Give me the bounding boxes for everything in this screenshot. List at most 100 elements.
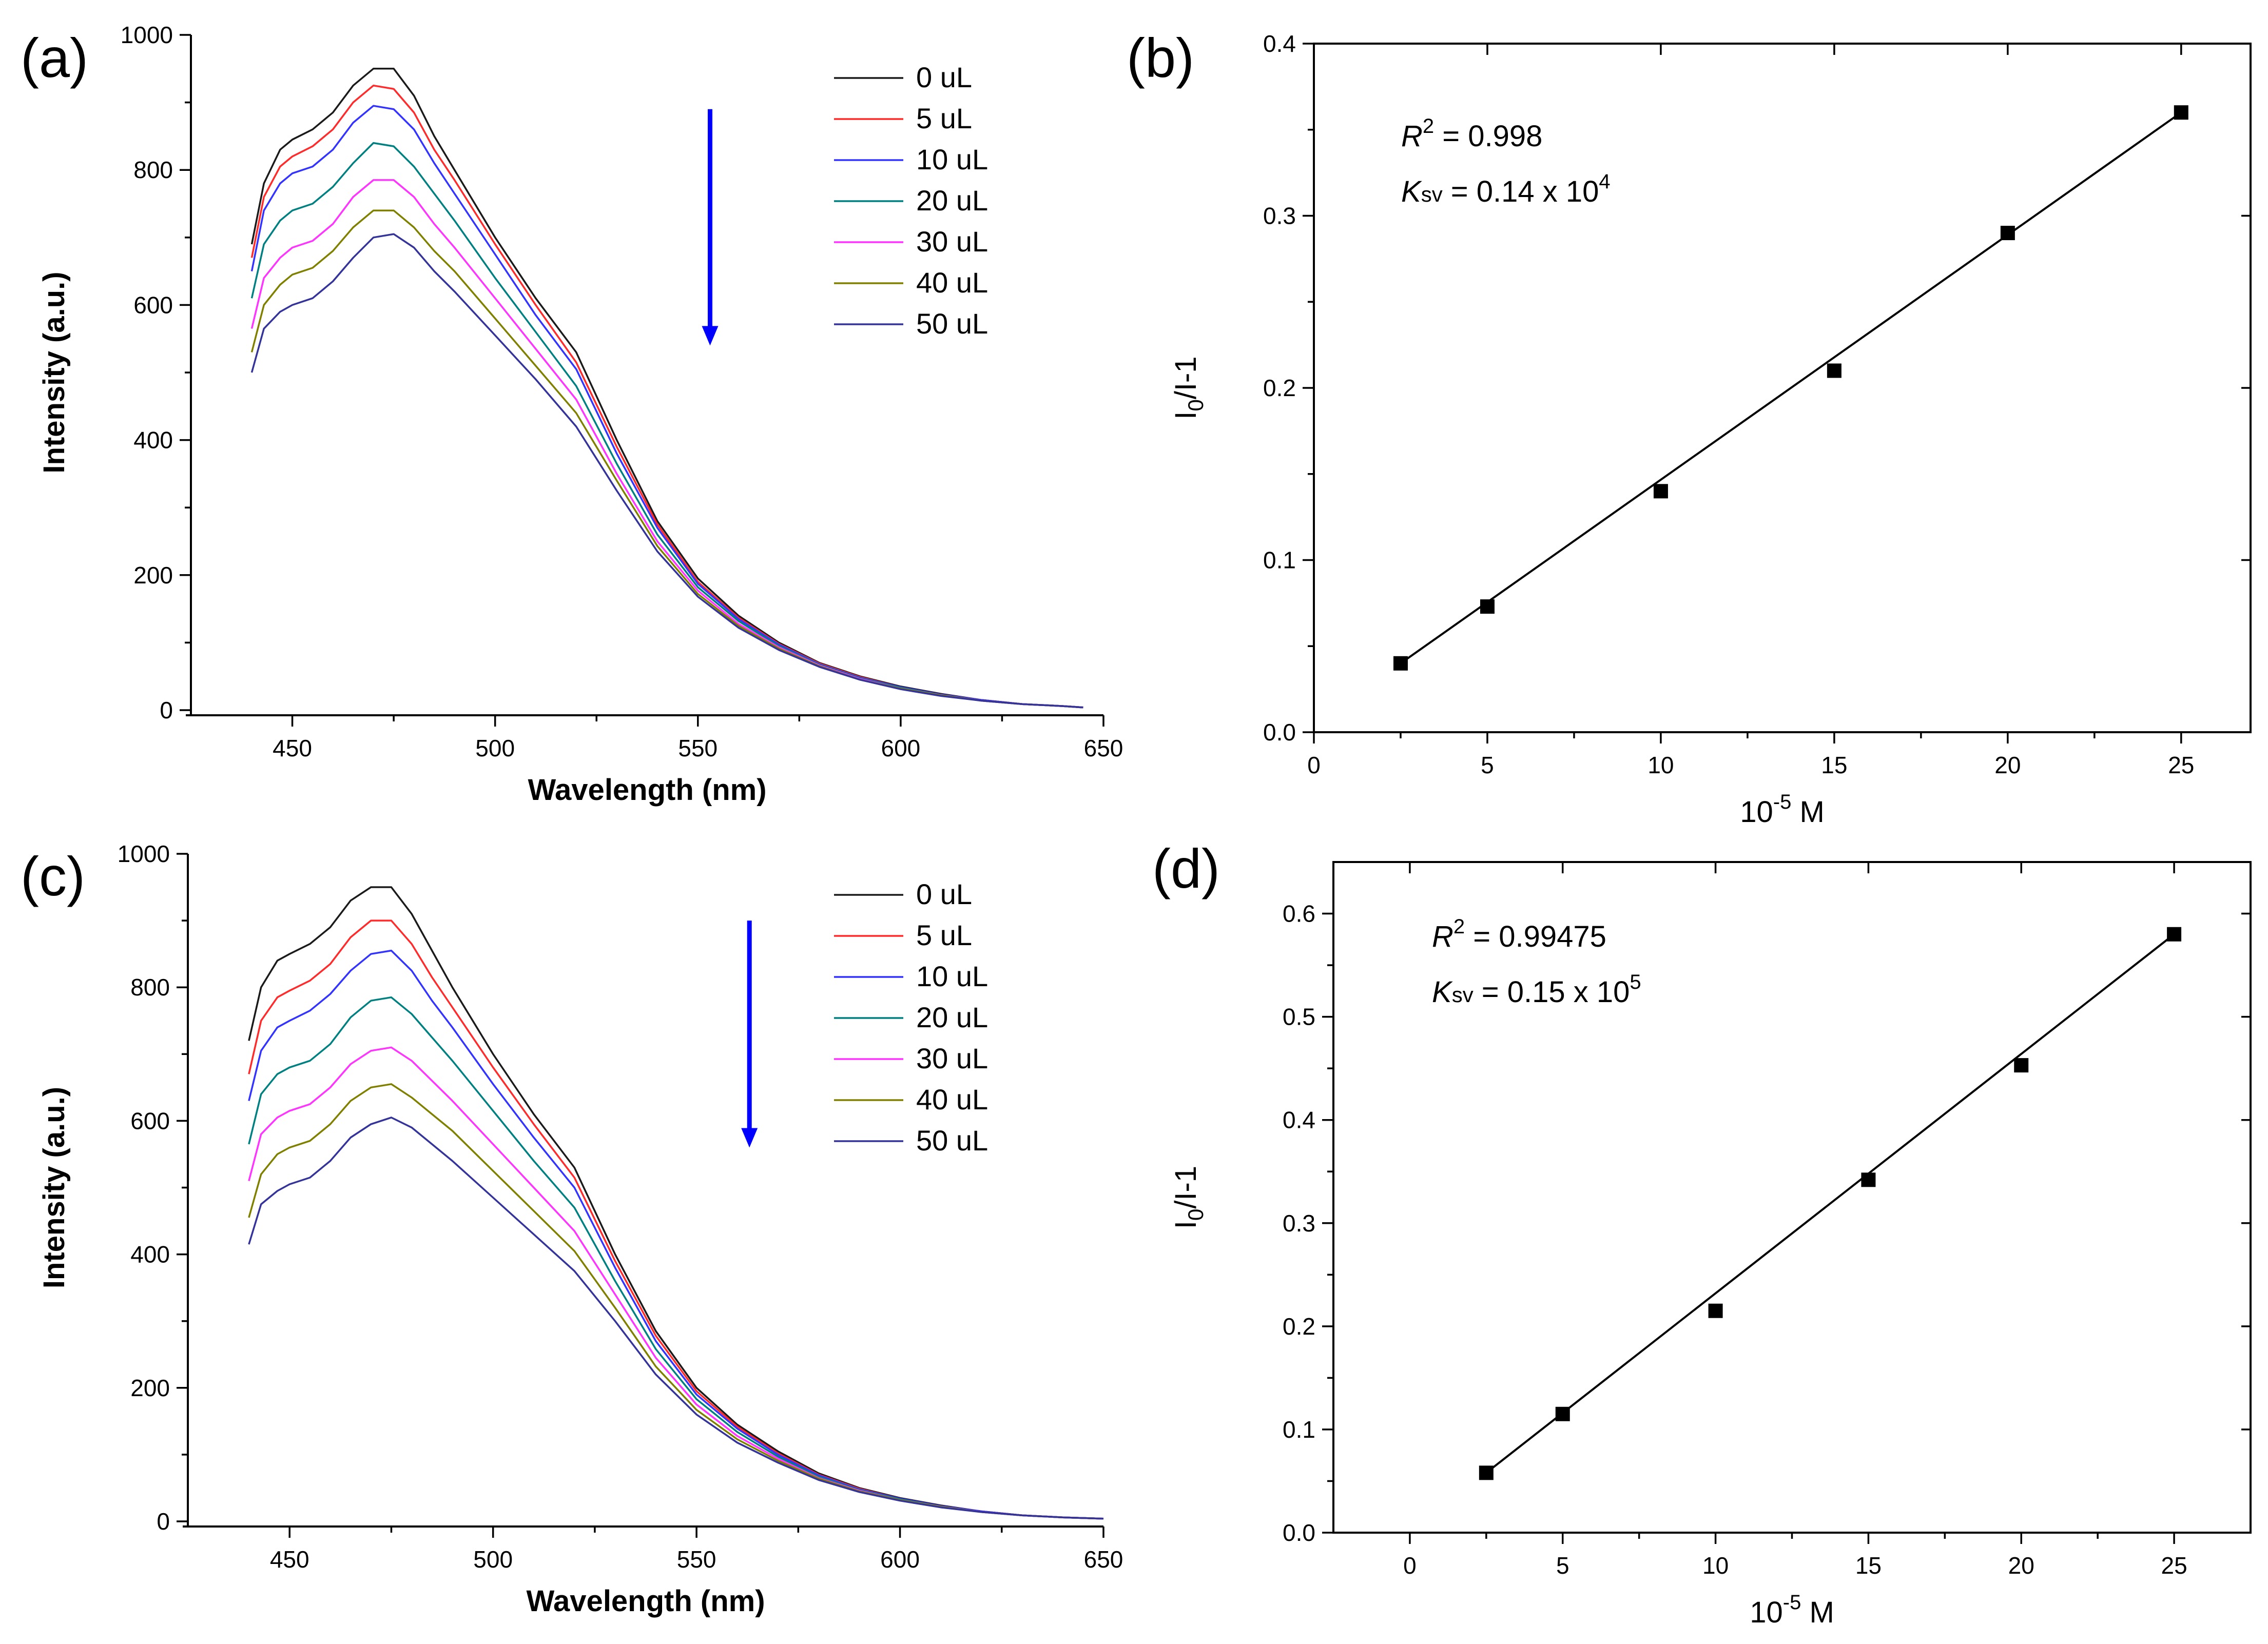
legend-label: 50 uL bbox=[916, 1124, 988, 1157]
x-tick-label: 25 bbox=[2161, 1552, 2187, 1579]
x-tick-label: 450 bbox=[273, 735, 312, 761]
y-tick-label: 400 bbox=[133, 427, 173, 454]
series-line-4 bbox=[248, 1046, 1104, 1520]
y-tick-label: 0 bbox=[157, 1508, 170, 1535]
legend-label: 5 uL bbox=[916, 102, 972, 134]
x-tick-label: 25 bbox=[2168, 752, 2194, 778]
data-point bbox=[2174, 105, 2188, 120]
y-tick-label: 600 bbox=[130, 1107, 170, 1134]
legend-label: 0 uL bbox=[916, 878, 972, 910]
y-axis-title-main: I bbox=[1169, 1221, 1203, 1229]
series-line-3 bbox=[248, 996, 1104, 1520]
x-tick-label: 10 bbox=[1647, 752, 1674, 778]
x-tick-label: 650 bbox=[1084, 735, 1123, 761]
x-tick-label: 500 bbox=[475, 735, 515, 761]
y-tick-label: 400 bbox=[130, 1241, 170, 1268]
ksv-annotation: Ksv = 0.15 x 105 bbox=[1432, 971, 1641, 1009]
data-point bbox=[2000, 226, 2015, 241]
ksv-value: = 0.14 x 10 bbox=[1443, 175, 1599, 208]
y-tick-label: 0.4 bbox=[1283, 1107, 1315, 1133]
r-squared-exponent: 2 bbox=[1423, 115, 1434, 138]
legend-label: 40 uL bbox=[916, 1083, 988, 1115]
x-tick-label: 15 bbox=[1821, 752, 1847, 778]
y-tick-label: 0.2 bbox=[1263, 375, 1296, 401]
y-axis-title-suffix: /I-1 bbox=[1169, 356, 1203, 399]
series-line-4 bbox=[250, 179, 1083, 709]
y-axis-title: I0/I-1 bbox=[1169, 356, 1208, 419]
x-tick-label: 5 bbox=[1556, 1552, 1569, 1579]
ksv-exponent: 5 bbox=[1630, 971, 1641, 993]
y-axis-title-subscript: 0 bbox=[1184, 399, 1208, 411]
r-squared-symbol: R bbox=[1401, 120, 1423, 153]
data-point bbox=[1708, 1303, 1723, 1318]
ksv-symbol: K bbox=[1401, 175, 1422, 208]
series-line-6 bbox=[248, 1117, 1104, 1520]
y-tick-label: 0.3 bbox=[1263, 203, 1296, 229]
legend-label: 10 uL bbox=[916, 960, 988, 992]
y-tick-label: 200 bbox=[130, 1375, 170, 1401]
panel-label: (b) bbox=[1127, 27, 1194, 89]
x-tick-label: 650 bbox=[1084, 1546, 1123, 1573]
y-tick-label: 0 bbox=[160, 697, 173, 723]
x-axis-title-base: 10 bbox=[1740, 795, 1773, 829]
r-squared-value: = 0.99475 bbox=[1465, 920, 1606, 953]
y-axis-title: Intensity (a.u.) bbox=[37, 1087, 71, 1288]
y-axis-title-subscript: 0 bbox=[1184, 1209, 1208, 1221]
x-tick-label: 0 bbox=[1307, 752, 1321, 778]
x-tick-label: 5 bbox=[1481, 752, 1494, 778]
y-axis-title: I0/I-1 bbox=[1169, 1166, 1208, 1229]
legend-label: 30 uL bbox=[916, 1042, 988, 1074]
x-tick-label: 600 bbox=[880, 1546, 920, 1573]
y-tick-label: 0.3 bbox=[1283, 1210, 1315, 1237]
x-tick-label: 0 bbox=[1403, 1552, 1417, 1579]
data-point bbox=[1393, 656, 1408, 671]
trend-arrow-head bbox=[702, 326, 719, 346]
r-squared-value: = 0.998 bbox=[1434, 120, 1542, 153]
legend-label: 5 uL bbox=[916, 919, 972, 951]
legend-label: 40 uL bbox=[916, 266, 988, 299]
ksv-value: = 0.15 x 10 bbox=[1474, 975, 1630, 1009]
panel-b: (b)0 5 10 15 20 250.00.10.20.30.410-5 MI0/I-1… bbox=[1127, 27, 2252, 829]
y-tick-label: 200 bbox=[133, 562, 173, 589]
trend-arrow-head bbox=[741, 1128, 758, 1148]
panel-d: (d)0 5 10 15 20 250.00.10.20.30.40.50.610-5 M… bbox=[1152, 837, 2252, 1629]
ksv-annotation: Ksv = 0.14 x 104 bbox=[1401, 170, 1611, 208]
x-tick-label: 450 bbox=[270, 1546, 309, 1573]
ksv-exponent: 4 bbox=[1599, 170, 1610, 193]
r-squared-annotation: R2 = 0.99475 bbox=[1432, 915, 1606, 953]
data-point bbox=[1653, 484, 1668, 499]
data-point bbox=[1861, 1172, 1876, 1187]
x-axis-title: Wavelength (nm) bbox=[526, 1584, 765, 1618]
legend-label: 20 uL bbox=[916, 184, 988, 217]
data-point bbox=[2014, 1058, 2029, 1073]
legend-label: 20 uL bbox=[916, 1001, 988, 1033]
y-tick-label: 0.1 bbox=[1283, 1416, 1315, 1443]
legend-label: 10 uL bbox=[916, 143, 988, 175]
y-tick-label: 0.6 bbox=[1283, 901, 1315, 927]
y-tick-label: 600 bbox=[133, 291, 173, 318]
x-axis-title-unit: M bbox=[1791, 795, 1824, 829]
x-tick-label: 10 bbox=[1702, 1552, 1729, 1579]
y-tick-label: 1000 bbox=[121, 22, 173, 48]
y-tick-label: 800 bbox=[133, 156, 173, 183]
y-tick-label: 0.0 bbox=[1283, 1519, 1315, 1546]
x-tick-label: 20 bbox=[2008, 1552, 2034, 1579]
fit-line bbox=[1400, 111, 2182, 664]
ksv-symbol: K bbox=[1432, 975, 1453, 1009]
ksv-subscript: sv bbox=[1452, 983, 1474, 1007]
y-tick-label: 0.4 bbox=[1263, 30, 1296, 57]
plot-frame bbox=[1332, 861, 2252, 1534]
panel-label: (a) bbox=[21, 27, 88, 89]
y-tick-label: 0.2 bbox=[1283, 1313, 1315, 1340]
data-point bbox=[1555, 1406, 1570, 1421]
series-line-2 bbox=[248, 949, 1104, 1520]
y-tick-label: 1000 bbox=[118, 840, 170, 867]
y-tick-label: 0.0 bbox=[1263, 719, 1296, 746]
x-axis-title: 10-5 M bbox=[1740, 791, 1825, 829]
x-axis-title: 10-5 M bbox=[1750, 1591, 1834, 1629]
y-tick-label: 0.5 bbox=[1283, 1004, 1315, 1030]
legend-label: 50 uL bbox=[916, 307, 988, 340]
series-line-6 bbox=[250, 233, 1083, 709]
data-point bbox=[2167, 927, 2182, 942]
